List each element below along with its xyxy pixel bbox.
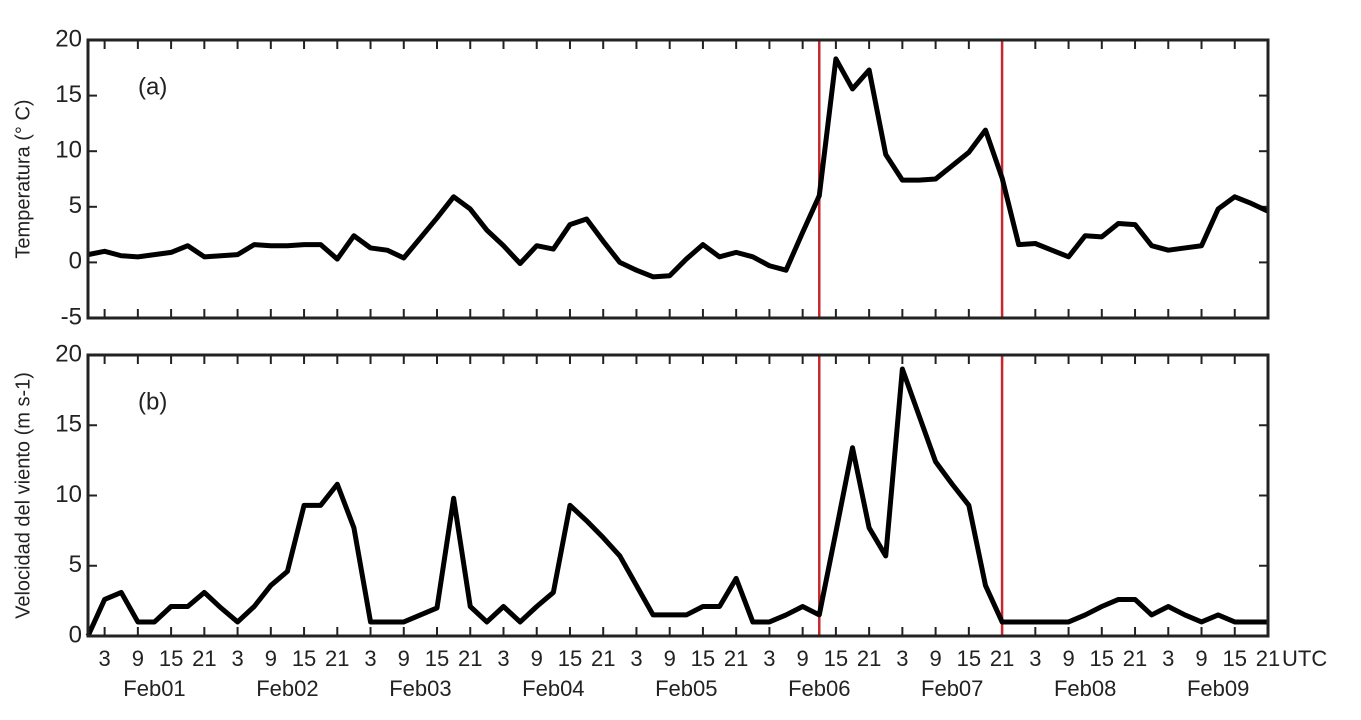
y-tick-label: 10 [55, 137, 82, 164]
y-tick-label: 15 [55, 411, 82, 438]
x-tick-label: 21 [857, 646, 881, 671]
x-tick-label: 21 [1123, 646, 1147, 671]
x-tick-label: 15 [824, 646, 848, 671]
x-tick-label: 15 [1090, 646, 1114, 671]
x-tick-label: 3 [231, 646, 243, 671]
day-label: Feb09 [1187, 676, 1249, 701]
x-tick-label: 21 [990, 646, 1014, 671]
day-label: Feb05 [655, 676, 717, 701]
y-tick-label: 20 [55, 340, 82, 367]
x-tick-label: 15 [691, 646, 715, 671]
x-tick-label: 3 [763, 646, 775, 671]
x-tick-label: 3 [896, 646, 908, 671]
x-tick-label: 21 [325, 646, 349, 671]
x-tick-label: 9 [664, 646, 676, 671]
x-tick-label: 15 [159, 646, 183, 671]
day-label: Feb04 [522, 676, 584, 701]
plot-frame [86, 38, 1270, 320]
day-label: Feb07 [921, 676, 983, 701]
x-tick-label: 3 [98, 646, 110, 671]
x-tick-label: 3 [1162, 646, 1174, 671]
x-tick-label: 15 [292, 646, 316, 671]
day-label: Feb08 [1054, 676, 1116, 701]
day-label: Feb01 [123, 676, 185, 701]
x-tick-label: 3 [364, 646, 376, 671]
x-tick-label: 21 [724, 646, 748, 671]
x-tick-label: 9 [797, 646, 809, 671]
x-tick-label: 9 [265, 646, 277, 671]
y-axis-label: Temperatura (° C) [12, 99, 34, 258]
x-axis-label: UTC [1282, 646, 1327, 671]
y-tick-label: 0 [69, 621, 82, 648]
x-tick-label: 9 [531, 646, 543, 671]
x-tick-label: 9 [1195, 646, 1207, 671]
x-tick-label: 21 [192, 646, 216, 671]
x-tick-label: 21 [1256, 646, 1280, 671]
x-tick-label: 15 [425, 646, 449, 671]
x-tick-label: 3 [497, 646, 509, 671]
x-tick-label: 3 [630, 646, 642, 671]
day-label: Feb02 [256, 676, 318, 701]
x-tick-label: 21 [458, 646, 482, 671]
panel-label: (a) [138, 73, 167, 100]
day-label: Feb03 [389, 676, 451, 701]
y-tick-label: 20 [55, 25, 82, 52]
x-tick-label: 9 [1062, 646, 1074, 671]
y-axis-label: Velocidad del viento (m s-1) [12, 372, 34, 619]
x-tick-label: 9 [132, 646, 144, 671]
x-tick-label: 9 [929, 646, 941, 671]
panel-label: (b) [138, 388, 167, 415]
x-tick-label: 3 [1029, 646, 1041, 671]
plot-frame [86, 353, 1270, 638]
day-label: Feb06 [788, 676, 850, 701]
x-tick-label: 15 [558, 646, 582, 671]
y-tick-label: 0 [69, 248, 82, 275]
data-line [87, 56, 1270, 280]
x-tick-label: 21 [591, 646, 615, 671]
x-tick-label: 15 [957, 646, 981, 671]
x-tick-label: 9 [398, 646, 410, 671]
y-tick-label: 5 [69, 192, 82, 219]
y-tick-label: 15 [55, 81, 82, 108]
data-line [85, 366, 1268, 638]
y-tick-label: 5 [69, 551, 82, 578]
y-tick-label: -5 [61, 303, 82, 330]
x-tick-label: 15 [1223, 646, 1247, 671]
y-tick-label: 10 [55, 481, 82, 508]
